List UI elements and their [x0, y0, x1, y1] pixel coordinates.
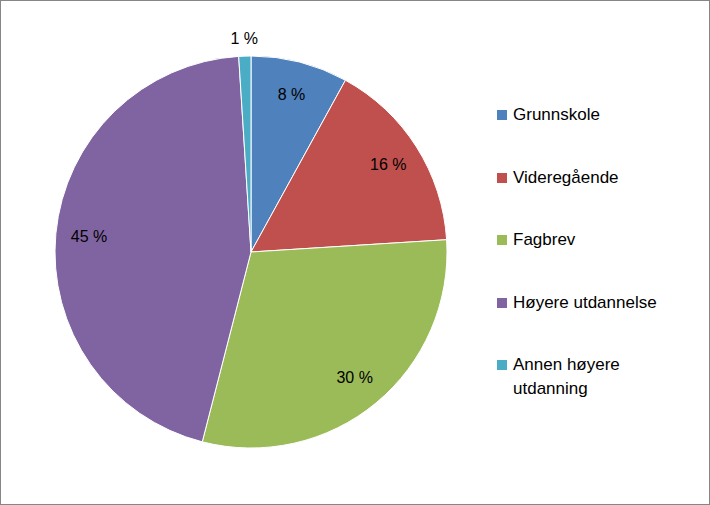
- slices: [55, 56, 447, 448]
- chart-svg: 8 % 16 % 30 % 45 % 1 %: [0, 0, 710, 505]
- legend-swatch: [497, 235, 507, 245]
- legend-swatch: [497, 173, 507, 183]
- data-label: 1 %: [231, 30, 259, 47]
- legend-swatch: [497, 298, 507, 308]
- legend-label: Grunnskole: [513, 103, 693, 127]
- legend-label: Fagbrev: [513, 228, 693, 252]
- pie-slice: [239, 56, 251, 252]
- data-label: 16 %: [370, 156, 406, 173]
- pie-slice: [55, 56, 251, 441]
- chart-frame: [1, 1, 710, 505]
- chart-wrap: 8 % 16 % 30 % 45 % 1 % Grunnskole Videregåend…: [0, 0, 710, 505]
- legend-label: Høyere utdannelse: [513, 291, 693, 315]
- data-labels: 8 % 16 % 30 % 45 % 1 %: [71, 30, 407, 386]
- pie-slice: [251, 80, 447, 252]
- data-label: 8 %: [278, 86, 306, 103]
- data-label: 30 %: [336, 369, 372, 386]
- legend-label: Annen høyere utdanning: [513, 353, 693, 401]
- data-label: 45 %: [71, 228, 107, 245]
- legend-swatch: [497, 110, 507, 120]
- legend-swatch: [497, 360, 507, 370]
- legend-label: Videregående: [513, 166, 693, 190]
